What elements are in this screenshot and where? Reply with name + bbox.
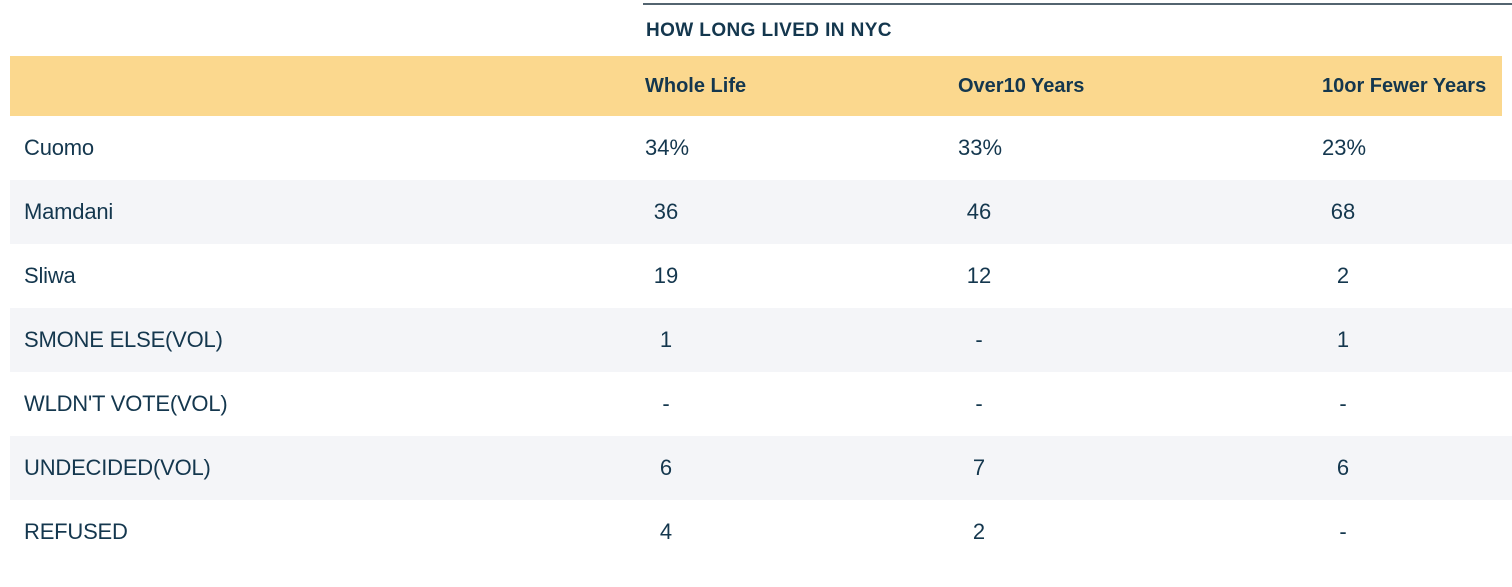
row-label: Cuomo [24, 135, 94, 160]
cell-value: 68 [1330, 199, 1356, 224]
table-header-row: Whole Life Over10 Years 10or Fewer Years [10, 56, 1502, 116]
table-body: Cuomo 34% 33% 23% Mamdani 36 46 68 Sliwa… [10, 116, 1512, 564]
column-header-whole-life: Whole Life [645, 74, 747, 97]
cell-whole-life: 6 [633, 455, 946, 481]
cell-10-or-fewer-years: - [1310, 519, 1512, 545]
cell-value: 34% [645, 135, 690, 160]
cell-over-10-years: 2 [946, 519, 1310, 545]
column-group-header: HOW LONG LIVED IN NYC [646, 19, 892, 41]
cell-over-10-years: 12 [946, 263, 1310, 289]
table-row: Cuomo 34% 33% 23% [10, 116, 1512, 180]
table-row: Mamdani 36 46 68 [10, 180, 1512, 244]
cell-value: 12 [966, 263, 992, 288]
cell-value: - [975, 391, 983, 416]
cell-value: 6 [659, 455, 673, 480]
row-label: Sliwa [24, 263, 76, 288]
table-row: REFUSED 4 2 - [10, 500, 1512, 564]
cell-whole-life: 34% [633, 135, 946, 161]
column-group-header-area: HOW LONG LIVED IN NYC [643, 3, 1512, 56]
cell-over-10-years: - [946, 391, 1310, 417]
poll-crosstab-table: HOW LONG LIVED IN NYC Whole Life Over10 … [0, 3, 1512, 587]
cell-over-10-years: 33% [946, 135, 1310, 161]
cell-10-or-fewer-years: 23% [1310, 135, 1512, 161]
cell-value: 1 [1336, 327, 1350, 352]
cell-10-or-fewer-years: - [1310, 391, 1512, 417]
table-row: Sliwa 19 12 2 [10, 244, 1512, 308]
cell-value: - [1339, 519, 1347, 544]
cell-whole-life: 4 [633, 519, 946, 545]
cell-10-or-fewer-years: 6 [1310, 455, 1512, 481]
cell-over-10-years: - [946, 327, 1310, 353]
cell-value: 2 [972, 519, 986, 544]
row-label: Mamdani [24, 199, 114, 224]
row-label: WLDN'T VOTE(VOL) [24, 391, 228, 416]
cell-over-10-years: 7 [946, 455, 1310, 481]
column-header-over-10-years: Over10 Years [958, 74, 1085, 97]
cell-value: 7 [972, 455, 986, 480]
cell-value: - [662, 391, 670, 416]
cell-value: 6 [1336, 455, 1350, 480]
column-header-10-or-fewer-years: 10or Fewer Years [1322, 74, 1487, 97]
row-label: SMONE ELSE(VOL) [24, 327, 223, 352]
cell-value: 2 [1336, 263, 1350, 288]
table-row: UNDECIDED(VOL) 6 7 6 [10, 436, 1512, 500]
cell-whole-life: 1 [633, 327, 946, 353]
cell-value: 4 [659, 519, 673, 544]
cell-value: 33% [958, 135, 1003, 160]
cell-whole-life: 19 [633, 263, 946, 289]
cell-10-or-fewer-years: 68 [1310, 199, 1512, 225]
cell-whole-life: - [633, 391, 946, 417]
cell-value: 36 [653, 199, 679, 224]
cell-10-or-fewer-years: 2 [1310, 263, 1512, 289]
cell-whole-life: 36 [633, 199, 946, 225]
table-row: WLDN'T VOTE(VOL) - - - [10, 372, 1512, 436]
cell-over-10-years: 46 [946, 199, 1310, 225]
row-label: UNDECIDED(VOL) [24, 455, 211, 480]
cell-value: - [1339, 391, 1347, 416]
cell-value: - [975, 327, 983, 352]
cell-value: 23% [1322, 135, 1367, 160]
cell-value: 1 [659, 327, 673, 352]
cell-value: 19 [653, 263, 679, 288]
cell-10-or-fewer-years: 1 [1310, 327, 1512, 353]
cell-value: 46 [966, 199, 992, 224]
table-row: SMONE ELSE(VOL) 1 - 1 [10, 308, 1512, 372]
row-label: REFUSED [24, 519, 128, 544]
